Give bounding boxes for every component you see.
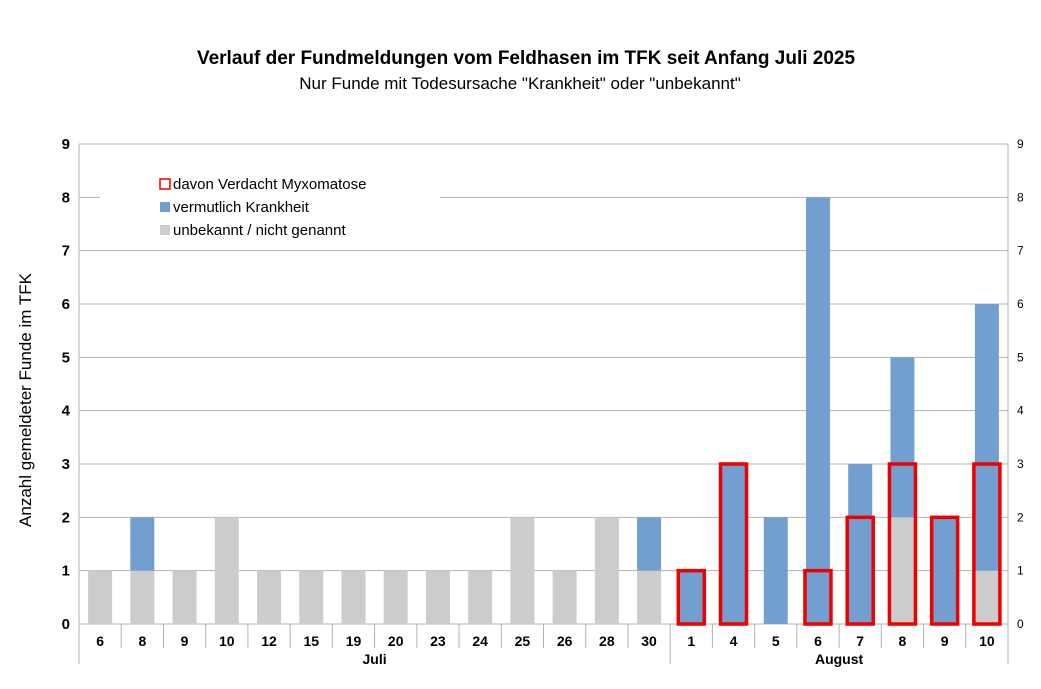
bar-unbekannt bbox=[88, 570, 113, 624]
y-tick-label-right: 9 bbox=[1017, 137, 1024, 151]
x-tick-label: 25 bbox=[515, 633, 531, 649]
legend: davon Verdacht Myxomatose vermutlich Kran… bbox=[100, 175, 440, 245]
bar-myxomatose-outline bbox=[972, 462, 1002, 626]
bar-unbekannt bbox=[299, 570, 324, 624]
bar-unbekannt bbox=[257, 570, 282, 624]
legend-label: vermutlich Krankheit bbox=[173, 199, 310, 216]
x-tick-label: 23 bbox=[430, 633, 446, 649]
bar-krankheit bbox=[679, 570, 704, 624]
bar-myxomatose-outline bbox=[887, 462, 918, 626]
y-tick-label: 4 bbox=[62, 403, 71, 420]
x-group-label: August bbox=[815, 651, 864, 667]
x-tick-label: 8 bbox=[899, 633, 907, 649]
bar-krankheit bbox=[848, 464, 873, 624]
x-tick-label: 30 bbox=[641, 633, 657, 649]
y-tick-label-right: 8 bbox=[1017, 190, 1024, 204]
y-tick-label: 7 bbox=[62, 243, 70, 260]
bar-krankheit bbox=[721, 464, 746, 624]
bar-krankheit bbox=[805, 197, 830, 625]
bar-unbekannt bbox=[510, 517, 535, 624]
x-tick-label: 6 bbox=[814, 633, 822, 649]
bar-myxomatose-outline bbox=[929, 515, 960, 626]
bar-myxomatose-outline bbox=[676, 568, 707, 626]
legend-swatch bbox=[160, 225, 170, 235]
bar-unbekannt bbox=[468, 570, 493, 624]
x-tick-label: 10 bbox=[979, 633, 995, 649]
y-tick-label-right: 2 bbox=[1017, 510, 1024, 524]
x-tick-label: 28 bbox=[599, 633, 615, 649]
chart-subtitle: Nur Funde mit Todesursache "Krankheit" o… bbox=[299, 74, 741, 93]
y-tick-label-right: 3 bbox=[1017, 457, 1024, 471]
y-tick-label-right: 1 bbox=[1017, 564, 1024, 578]
x-tick-label: 9 bbox=[181, 633, 189, 649]
y-tick-label-right: 4 bbox=[1017, 404, 1024, 418]
bar-unbekannt bbox=[214, 517, 239, 624]
y-tick-label-right: 5 bbox=[1017, 350, 1024, 364]
y-tick-label: 6 bbox=[62, 296, 70, 313]
y-tick-label-right: 7 bbox=[1017, 244, 1024, 258]
x-tick-label: 6 bbox=[96, 633, 104, 649]
y-tick-label: 5 bbox=[62, 349, 70, 366]
bar-myxomatose-outline bbox=[803, 568, 833, 626]
y-tick-label: 9 bbox=[62, 136, 70, 153]
bar-krankheit bbox=[974, 304, 999, 571]
x-tick-label: 15 bbox=[303, 633, 319, 649]
bar-krankheit bbox=[637, 517, 662, 571]
x-tick-label: 26 bbox=[557, 633, 573, 649]
x-tick-label: 5 bbox=[772, 633, 780, 649]
y-axis-label: Anzahl gemeldeter Funde im TFK bbox=[16, 272, 35, 527]
x-tick-label: 24 bbox=[472, 633, 488, 649]
bar-myxomatose-outline bbox=[718, 462, 749, 626]
bar-myxomatose-outline bbox=[845, 515, 875, 626]
x-tick-label: 1 bbox=[687, 633, 695, 649]
legend-label: davon Verdacht Myxomatose bbox=[173, 176, 366, 193]
x-tick-label: 10 bbox=[219, 633, 235, 649]
y-tick-label: 8 bbox=[62, 189, 70, 206]
chart-title: Verlauf der Fundmeldungen vom Feldhasen … bbox=[196, 48, 856, 69]
bar-unbekannt bbox=[890, 517, 915, 624]
bar-krankheit bbox=[130, 517, 155, 571]
x-tick-label: 19 bbox=[346, 633, 362, 649]
bar-unbekannt bbox=[383, 570, 408, 624]
bar-krankheit bbox=[763, 517, 788, 624]
x-tick-label: 20 bbox=[388, 633, 404, 649]
bar-unbekannt bbox=[341, 570, 366, 624]
bar-unbekannt bbox=[552, 570, 577, 624]
bar-krankheit bbox=[932, 517, 957, 624]
x-tick-label: 7 bbox=[856, 633, 864, 649]
bar-unbekannt bbox=[172, 570, 197, 624]
x-tick-label: 4 bbox=[730, 633, 738, 649]
y-tick-label: 1 bbox=[62, 563, 70, 580]
bar-unbekannt bbox=[130, 570, 155, 624]
bars bbox=[88, 197, 1002, 626]
bar-unbekannt bbox=[974, 570, 999, 624]
y-tick-label: 3 bbox=[62, 456, 70, 473]
legend-box bbox=[100, 175, 440, 245]
legend-swatch bbox=[160, 202, 170, 212]
legend-label: unbekannt / nicht genannt bbox=[173, 222, 346, 239]
y-tick-label: 0 bbox=[62, 616, 70, 633]
x-tick-label: 8 bbox=[138, 633, 146, 649]
x-group-label: Juli bbox=[363, 651, 387, 667]
legend-swatch bbox=[159, 178, 171, 190]
x-tick-label: 12 bbox=[261, 633, 277, 649]
axes: 0 01 12 23 34 45 56 67 78 89 96 8 9 10 12 15 19 20 23 24 25 2… bbox=[62, 136, 1024, 667]
bar-krankheit bbox=[890, 357, 915, 518]
y-tick-label: 2 bbox=[62, 509, 70, 526]
bar-unbekannt bbox=[425, 570, 450, 624]
bar-unbekannt bbox=[594, 517, 619, 624]
y-tick-label-right: 6 bbox=[1017, 297, 1024, 311]
bar-unbekannt bbox=[637, 570, 662, 624]
x-tick-label: 9 bbox=[941, 633, 949, 649]
y-tick-label-right: 0 bbox=[1017, 617, 1024, 631]
